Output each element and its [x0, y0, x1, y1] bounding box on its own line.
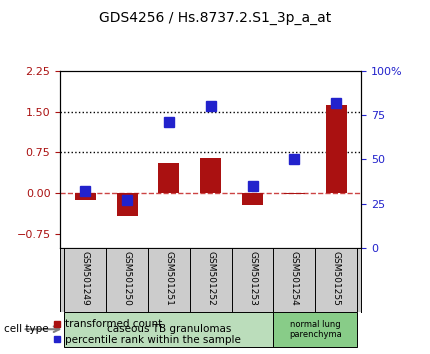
Bar: [64, 312, 273, 347]
Text: GSM501253: GSM501253: [248, 251, 257, 306]
Text: caseous TB granulomas: caseous TB granulomas: [107, 324, 231, 334]
Text: GSM501254: GSM501254: [290, 251, 299, 306]
Bar: [158, 164, 179, 193]
Text: GSM501251: GSM501251: [164, 251, 173, 306]
Text: GDS4256 / Hs.8737.2.S1_3p_a_at: GDS4256 / Hs.8737.2.S1_3p_a_at: [99, 11, 331, 25]
Bar: [273, 312, 357, 347]
Text: GSM501255: GSM501255: [332, 251, 341, 306]
Legend: transformed count, percentile rank within the sample: transformed count, percentile rank withi…: [48, 315, 245, 349]
Text: GSM501249: GSM501249: [81, 251, 90, 306]
Bar: [200, 158, 221, 193]
Bar: [242, 193, 263, 205]
Bar: [75, 193, 96, 200]
Text: GSM501250: GSM501250: [123, 251, 132, 306]
Text: cell type: cell type: [4, 324, 49, 334]
Text: GSM501252: GSM501252: [206, 251, 215, 306]
Text: normal lung
parenchyma: normal lung parenchyma: [289, 320, 341, 339]
Bar: [326, 105, 347, 193]
Bar: [117, 193, 138, 216]
Bar: [284, 193, 305, 194]
